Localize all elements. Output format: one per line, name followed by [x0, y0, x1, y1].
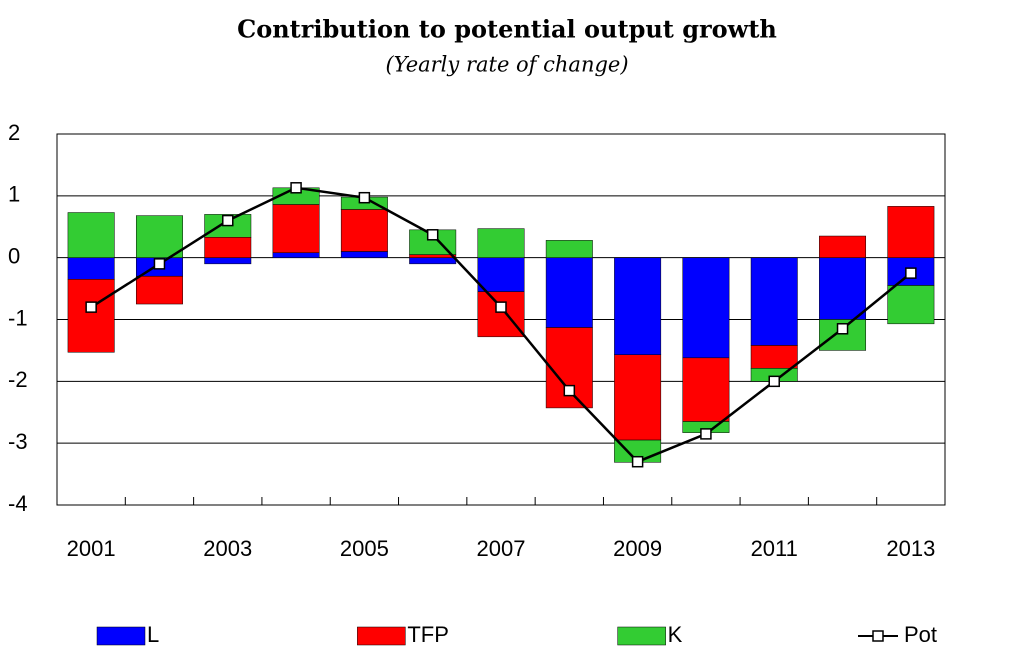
chart-subtitle: (Yearly rate of change) — [385, 53, 628, 77]
legend-swatch — [96, 626, 146, 646]
bar — [340, 251, 388, 258]
chart-title: Contribution to potential output growth — [237, 15, 777, 44]
bar — [409, 257, 457, 265]
plot-border — [56, 133, 946, 506]
bar — [477, 257, 525, 292]
bar — [135, 215, 183, 258]
bar — [135, 275, 183, 305]
x-tick-label: 2009 — [613, 536, 662, 561]
legend-swatch — [357, 626, 406, 646]
y-tick-label: -1 — [8, 305, 28, 330]
x-tick-label: 2001 — [67, 536, 116, 561]
y-tick-label: 1 — [8, 182, 20, 207]
bar — [887, 206, 935, 258]
legend-label: TFP — [407, 622, 449, 647]
line-marker — [358, 191, 371, 204]
x-tick-label: 2013 — [886, 536, 935, 561]
x-tick-label: 2005 — [340, 536, 389, 561]
legend-marker — [872, 630, 884, 642]
bar — [272, 204, 320, 253]
bar — [545, 240, 593, 258]
bar — [67, 212, 115, 258]
bar — [340, 209, 388, 252]
bar — [272, 252, 320, 258]
y-tick-label: -3 — [8, 429, 28, 454]
x-tick-label: 2003 — [203, 536, 252, 561]
bar — [614, 354, 662, 441]
line-marker — [222, 214, 234, 227]
bar — [204, 257, 252, 265]
bar — [682, 257, 730, 359]
bar — [819, 235, 867, 258]
bar — [750, 345, 798, 369]
y-tick-label: -2 — [8, 367, 28, 392]
bar — [67, 279, 115, 353]
bar — [409, 254, 457, 258]
line-marker — [563, 384, 576, 397]
x-tick-label: 2007 — [477, 536, 526, 561]
line-marker — [631, 455, 644, 468]
bar — [819, 257, 867, 320]
bar — [887, 285, 935, 325]
y-tick-label: 2 — [8, 120, 20, 145]
legend-label: K — [668, 622, 683, 647]
bar — [204, 237, 252, 258]
bar — [67, 257, 115, 280]
line-marker — [153, 258, 166, 270]
line-marker — [700, 428, 712, 440]
bar — [614, 257, 662, 355]
bar — [545, 257, 593, 328]
y-tick-label: -4 — [8, 491, 28, 516]
line-marker — [905, 267, 917, 279]
bar — [477, 228, 525, 258]
legend-label: Pot — [904, 622, 937, 647]
legend-label: L — [147, 622, 159, 647]
line-marker — [768, 375, 780, 388]
line-marker — [495, 301, 507, 313]
line-marker — [85, 301, 97, 313]
line-marker — [836, 323, 849, 335]
bar — [682, 357, 730, 422]
x-tick-label: 2011 — [751, 536, 798, 561]
y-tick-label: 0 — [8, 243, 20, 268]
bar — [750, 257, 798, 346]
bar — [477, 291, 525, 338]
line-marker — [426, 229, 439, 241]
legend-swatch — [617, 626, 666, 646]
line-marker — [290, 182, 302, 194]
